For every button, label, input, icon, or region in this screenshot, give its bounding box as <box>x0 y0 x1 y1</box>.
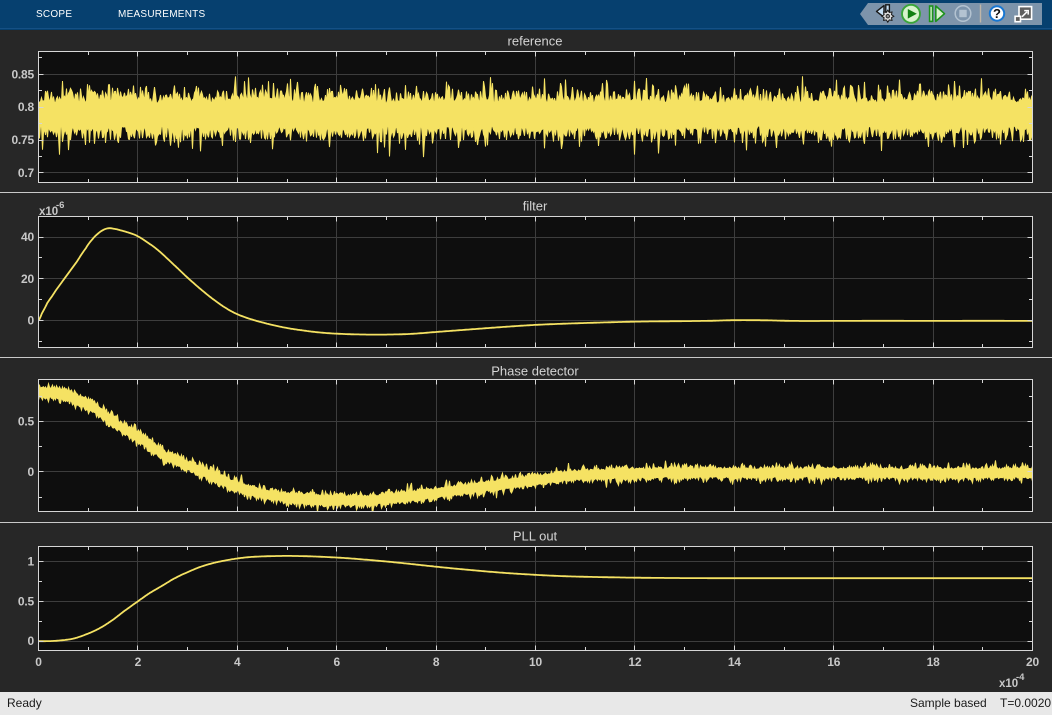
svg-text:0.8: 0.8 <box>18 100 35 114</box>
svg-text:1: 1 <box>28 555 35 569</box>
svg-text:20: 20 <box>1026 655 1039 669</box>
svg-text:6: 6 <box>333 655 340 669</box>
svg-text:20: 20 <box>21 272 34 286</box>
svg-text:4: 4 <box>234 655 241 669</box>
svg-text:-6: -6 <box>56 200 64 211</box>
svg-text:0.85: 0.85 <box>11 67 34 81</box>
svg-text:8: 8 <box>433 655 440 669</box>
svg-text:0.75: 0.75 <box>11 133 34 147</box>
svg-text:0: 0 <box>35 655 42 669</box>
svg-text:PLL out: PLL out <box>513 529 558 544</box>
svg-text:Phase detector: Phase detector <box>491 364 579 379</box>
svg-text:0.7: 0.7 <box>18 166 35 180</box>
svg-text:filter: filter <box>523 199 548 214</box>
svg-text:10: 10 <box>529 655 542 669</box>
svg-text:2: 2 <box>135 655 142 669</box>
svg-text:?: ? <box>993 6 1001 21</box>
svg-text:-4: -4 <box>1016 672 1025 683</box>
svg-text:14: 14 <box>728 655 741 669</box>
svg-text:12: 12 <box>628 655 641 669</box>
svg-text:x10: x10 <box>39 206 58 218</box>
svg-text:0: 0 <box>28 465 35 479</box>
svg-text:0: 0 <box>28 634 35 648</box>
svg-text:x10: x10 <box>999 678 1018 690</box>
svg-text:16: 16 <box>827 655 840 669</box>
svg-text:40: 40 <box>21 230 34 244</box>
svg-text:0.5: 0.5 <box>18 414 35 428</box>
svg-text:reference: reference <box>508 34 563 49</box>
svg-text:18: 18 <box>927 655 940 669</box>
svg-text:0.5: 0.5 <box>18 594 35 608</box>
svg-text:0: 0 <box>28 314 35 328</box>
